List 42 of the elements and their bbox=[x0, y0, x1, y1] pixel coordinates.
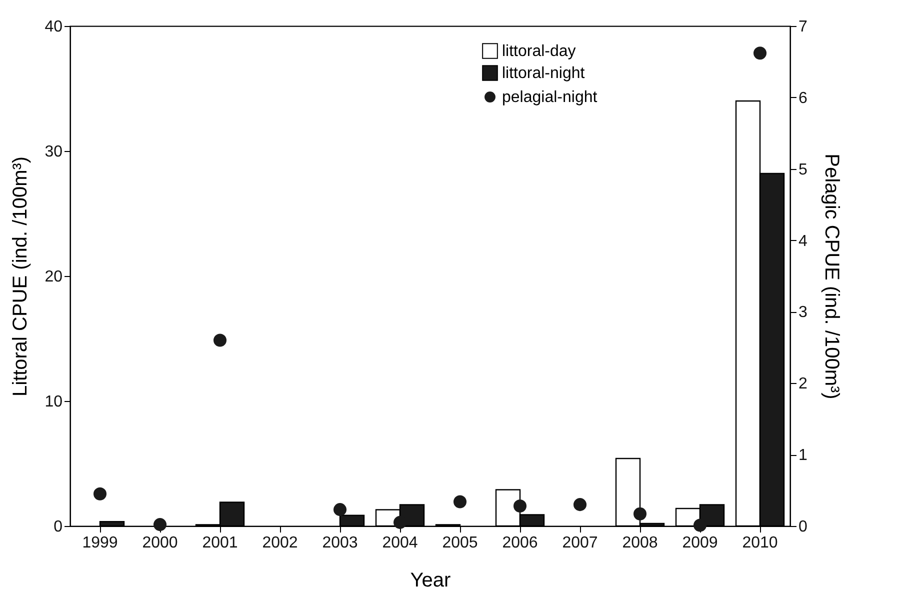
x-tick-label: 1999 bbox=[82, 534, 118, 552]
point bbox=[513, 499, 527, 513]
y2-tick-label: 0 bbox=[798, 518, 808, 536]
x-axis-title: Year bbox=[410, 570, 452, 592]
point bbox=[153, 518, 167, 532]
point bbox=[453, 495, 467, 508]
y2-tick-label: 7 bbox=[798, 18, 808, 36]
point bbox=[753, 46, 767, 60]
y2-tick-label: 6 bbox=[798, 90, 808, 107]
point bbox=[213, 334, 227, 347]
x-tick-label: 2009 bbox=[682, 534, 718, 552]
legend-label: littoral-day bbox=[502, 43, 576, 60]
y-axis-title: Littoral CPUE (ind. /100m³) bbox=[10, 156, 32, 397]
y2-axis-title: Pelagic CPUE (ind. /100m³) bbox=[820, 154, 842, 400]
x-tick-label: 2000 bbox=[142, 534, 178, 552]
y2-tick-label: 3 bbox=[798, 304, 808, 322]
y-tick-label: 10 bbox=[44, 394, 63, 410]
point bbox=[693, 518, 707, 532]
point bbox=[633, 507, 647, 520]
y-tick-label: 40 bbox=[44, 18, 63, 36]
legend-label: pelagial-night bbox=[502, 89, 598, 106]
y2-tick-label: 1 bbox=[798, 447, 808, 464]
y-tick-label: 0 bbox=[54, 518, 63, 536]
x-tick-label: 2008 bbox=[622, 534, 658, 552]
y2-tick-label: 5 bbox=[798, 161, 808, 178]
point bbox=[93, 487, 107, 500]
y-tick-label: 20 bbox=[44, 268, 63, 286]
x-tick-label: 2007 bbox=[562, 534, 598, 552]
x-tick-label: 2006 bbox=[502, 534, 538, 552]
x-tick-label: 2003 bbox=[322, 534, 358, 552]
point bbox=[333, 503, 347, 516]
point bbox=[393, 516, 407, 529]
y-tick-label: 30 bbox=[44, 144, 63, 160]
point bbox=[573, 498, 587, 512]
legend-label: littoral-night bbox=[502, 65, 586, 82]
x-tick-label: 2002 bbox=[262, 534, 298, 552]
x-tick-label: 2001 bbox=[202, 534, 238, 552]
x-tick-label: 2004 bbox=[382, 534, 418, 552]
x-tick-label: 2010 bbox=[742, 534, 778, 552]
y2-tick-label: 4 bbox=[798, 232, 808, 250]
x-tick-label: 2005 bbox=[442, 534, 478, 552]
y2-tick-label: 2 bbox=[798, 376, 808, 393]
